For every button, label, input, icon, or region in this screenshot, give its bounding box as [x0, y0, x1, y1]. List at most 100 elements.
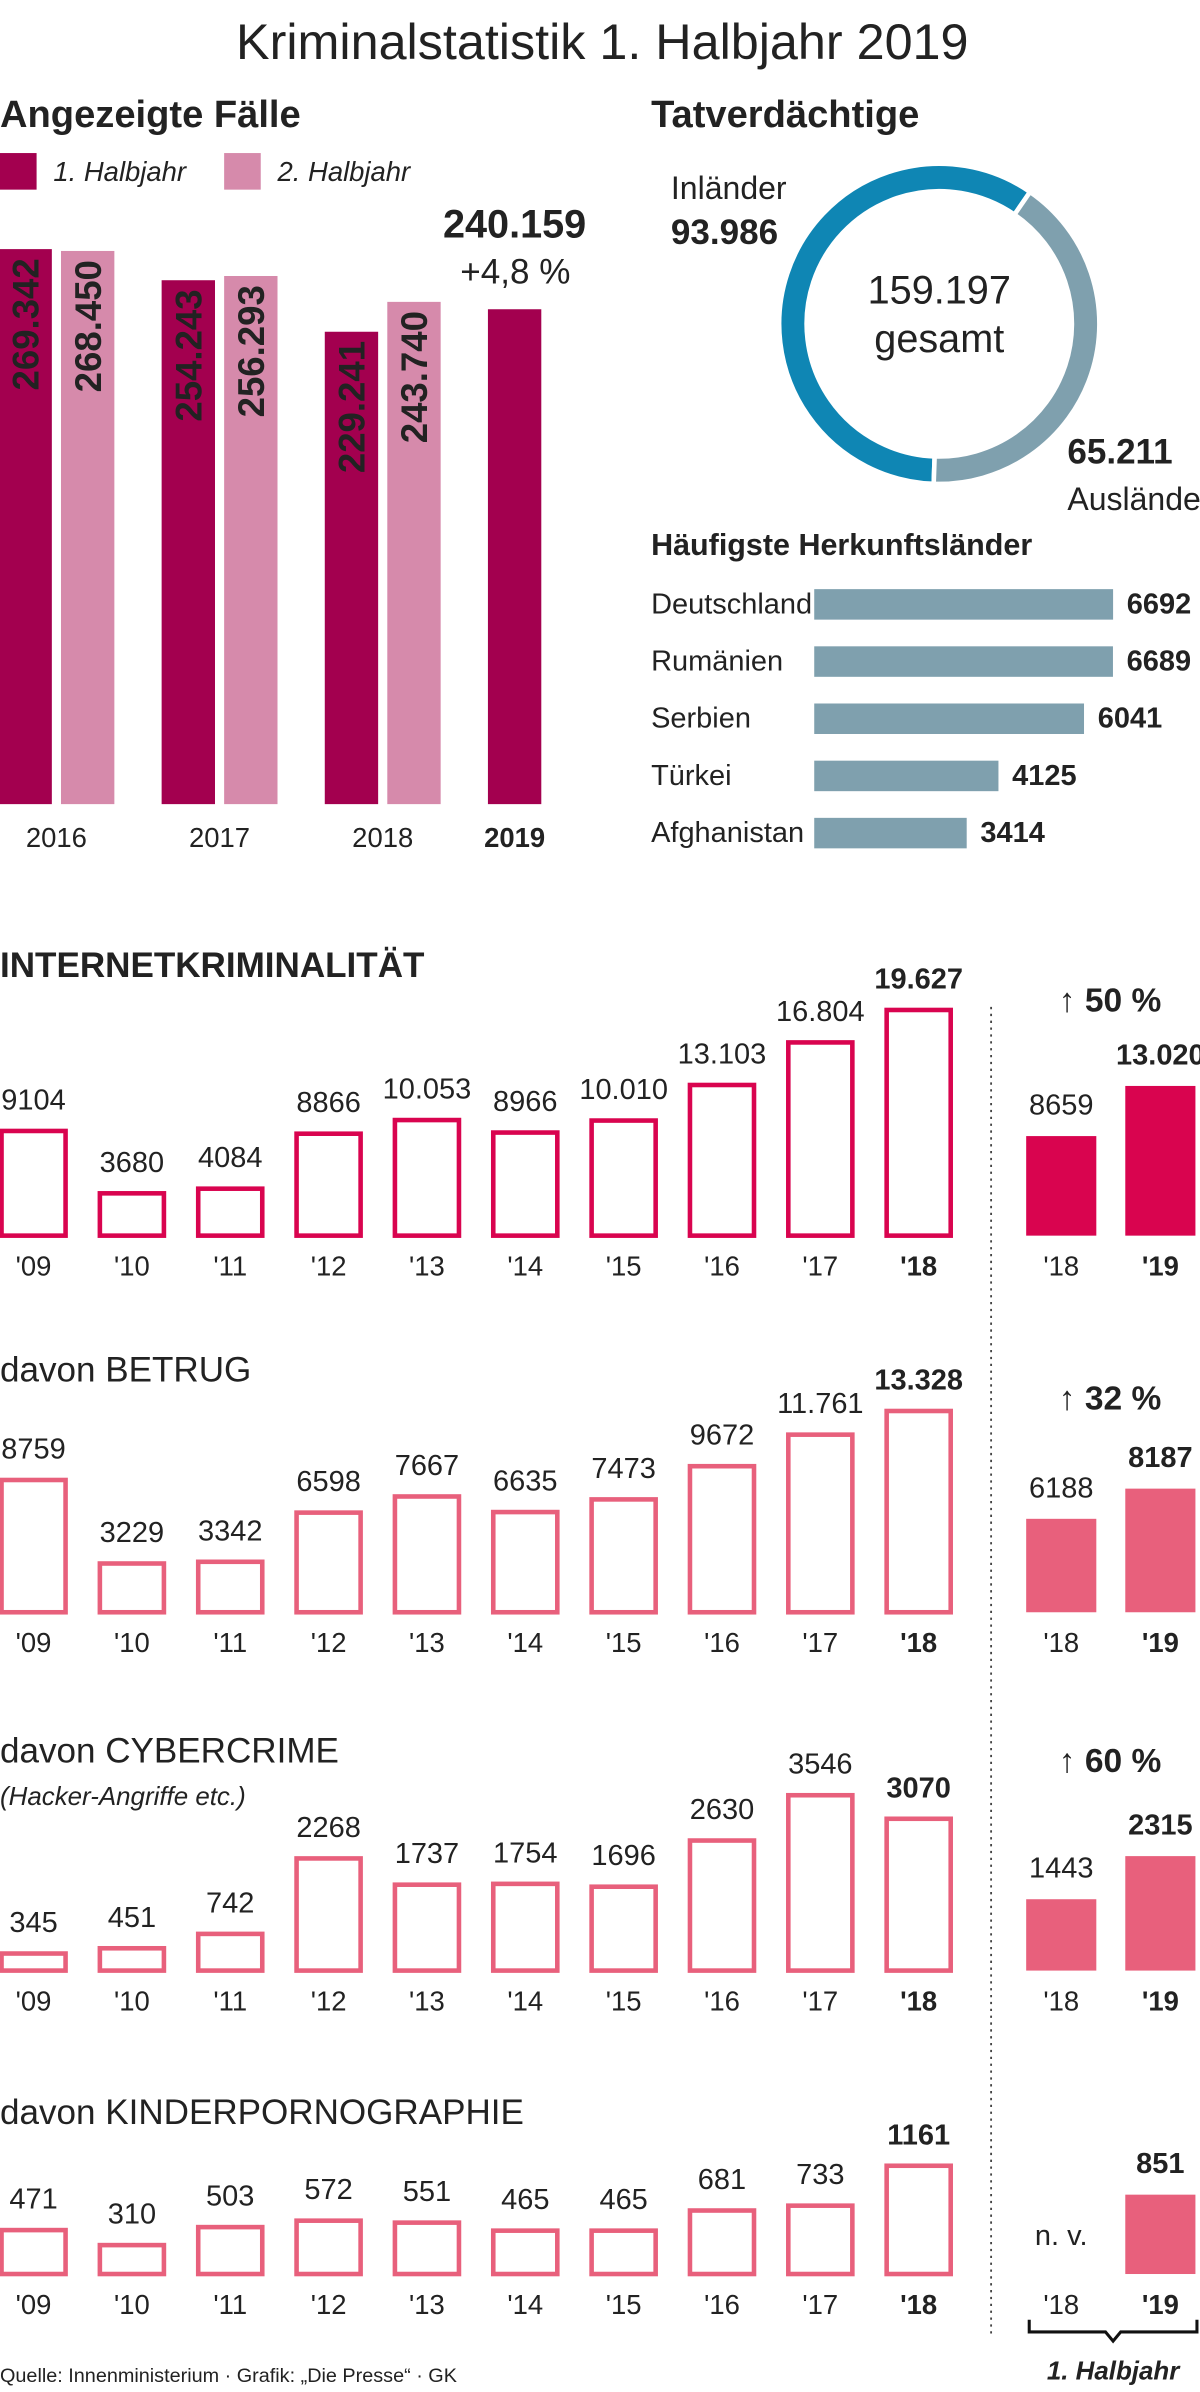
- bar: [392, 1494, 462, 1615]
- chart-subtitle: (Hacker-Angriffe etc.): [0, 1783, 246, 1811]
- value-label: 16.804: [776, 996, 865, 1028]
- value-label: 240.159: [443, 203, 586, 247]
- value-label: 733: [796, 2159, 844, 2191]
- x-tick-label: '19: [1142, 1986, 1179, 2017]
- value-label: 9104: [1, 1084, 65, 1116]
- x-tick-label: '14: [507, 1251, 543, 1282]
- x-tick-label: '16: [704, 1627, 740, 1658]
- x-tick-label: '14: [507, 2289, 543, 2320]
- value-label: 256.293: [231, 285, 272, 417]
- x-tick-label: '09: [16, 2289, 52, 2320]
- value-label: 742: [206, 1887, 254, 1919]
- value-label: 65.211: [1067, 432, 1172, 471]
- value-label: 8759: [1, 1433, 65, 1465]
- y-tick-label: Türkei: [651, 760, 732, 792]
- x-tick-label: '19: [1142, 2289, 1179, 2320]
- bar: [0, 1128, 68, 1238]
- value-label: 3680: [100, 1147, 164, 1179]
- x-tick-label: '18: [1043, 1627, 1079, 1658]
- value-label: 310: [108, 2199, 156, 2231]
- bar: [387, 301, 441, 805]
- value-label: 1161: [887, 2119, 950, 2151]
- x-tick-label: '13: [409, 1627, 445, 1658]
- chart-title: Angezeigte Fälle: [0, 94, 301, 136]
- value-label: 8866: [296, 1087, 360, 1119]
- value-label: 11.761: [777, 1388, 863, 1420]
- bar: [60, 250, 115, 805]
- bar: [814, 589, 1114, 620]
- bar: [195, 1559, 265, 1615]
- x-tick-label: '10: [114, 1627, 150, 1658]
- x-tick-label: '09: [16, 1986, 52, 2017]
- bar: [97, 2242, 167, 2277]
- value-label: 345: [9, 1907, 57, 1939]
- x-tick-label: '11: [213, 1627, 247, 1658]
- bar: [1026, 1518, 1097, 1613]
- x-tick-label: '13: [409, 1986, 445, 2017]
- value-label: 6692: [1127, 588, 1191, 620]
- x-tick-label: '13: [409, 2289, 445, 2320]
- value-label: 851: [1136, 2148, 1184, 2180]
- bar: [392, 1882, 462, 1973]
- x-tick-label: '10: [114, 2289, 150, 2320]
- x-tick-label: '14: [507, 1627, 543, 1658]
- bar: [589, 1497, 658, 1615]
- source: Quelle: Innenministerium · Grafik: „Die …: [0, 2365, 457, 2387]
- x-tick-label: '11: [213, 2289, 247, 2320]
- bracket-label: 1. Halbjahr: [1047, 2358, 1181, 2386]
- chart-title: INTERNETKRIMINALITÄT: [0, 946, 425, 985]
- bar: [1125, 1488, 1196, 1613]
- x-tick-label: '11: [213, 1251, 247, 1282]
- value-label: 13.020: [1116, 1039, 1200, 1071]
- bar: [814, 760, 999, 792]
- value-label: 7667: [395, 1450, 459, 1482]
- donut-segment: [776, 161, 1034, 487]
- bar: [1125, 1085, 1196, 1236]
- bar: [195, 1931, 265, 1973]
- bar: [884, 2163, 953, 2277]
- total-text: gesamt: [874, 317, 1004, 361]
- bar: [294, 1510, 363, 1615]
- bar: [786, 1432, 855, 1615]
- value-label: 465: [501, 2184, 549, 2216]
- y-tick-label: Afghanistan: [651, 817, 804, 849]
- bar: [392, 1117, 462, 1238]
- bar: [490, 2228, 560, 2277]
- bar: [884, 1408, 953, 1615]
- bar: [687, 2208, 757, 2277]
- value-label: 254.243: [169, 289, 210, 421]
- value-label: 229.241: [332, 341, 373, 473]
- x-tick-label: '09: [16, 1251, 52, 1282]
- value-label: 572: [304, 2174, 352, 2206]
- value-label: 19.627: [874, 963, 963, 995]
- bar: [294, 1856, 363, 1973]
- chart-title: davon KINDERPORNOGRAPHIE: [0, 2093, 524, 2132]
- x-tick-label: '10: [114, 1986, 150, 2017]
- value-label: 681: [698, 2164, 746, 2196]
- x-tick-label: '19: [1142, 1627, 1179, 1658]
- value-label: 3414: [980, 817, 1044, 849]
- y-tick-label: Rumänien: [651, 646, 783, 678]
- value-label: 3229: [100, 1517, 164, 1549]
- x-tick-label: '12: [311, 1986, 347, 2017]
- x-tick-label: '15: [606, 2289, 642, 2320]
- bar: [490, 1509, 560, 1615]
- change-label: ↑ 32 %: [1059, 1380, 1162, 1417]
- value-label: 1696: [591, 1840, 655, 1872]
- value-label: 3546: [788, 1749, 852, 1781]
- x-tick-label: '17: [802, 1627, 838, 1658]
- bar: [324, 331, 379, 805]
- value-label: 503: [206, 2181, 254, 2213]
- x-tick-label: '14: [507, 1986, 543, 2017]
- value-label: 268.450: [68, 260, 109, 392]
- bar: [687, 1838, 757, 1973]
- bar: [1026, 1899, 1097, 1971]
- x-tick-label: '18: [900, 1627, 937, 1658]
- bar: [786, 1040, 855, 1238]
- value-label: 6188: [1029, 1472, 1093, 1504]
- x-tick-label: 2016: [26, 822, 87, 853]
- change-label: ↑ 50 %: [1059, 982, 1162, 1019]
- x-tick-label: '18: [900, 1986, 937, 2017]
- bar: [224, 276, 278, 805]
- page-title: Kriminalstatistik 1. Halbjahr 2019: [236, 13, 968, 70]
